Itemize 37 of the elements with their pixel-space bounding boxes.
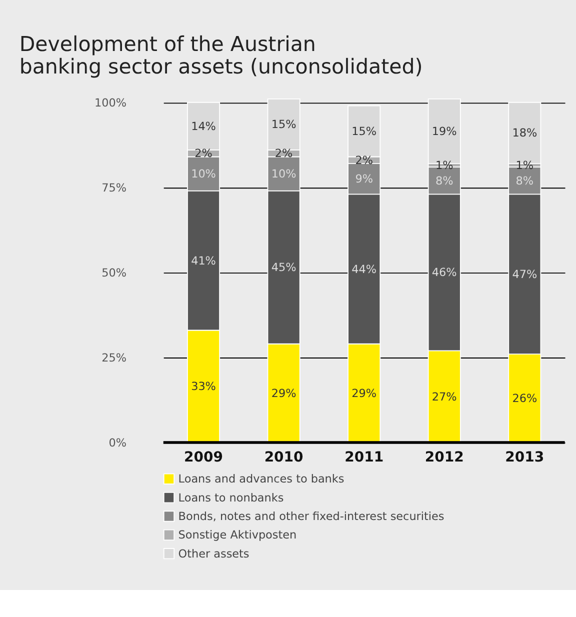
data-label: 29%: [271, 386, 297, 400]
data-label: 41%: [191, 254, 216, 268]
legend-label: Sonstige Aktivposten: [178, 528, 297, 542]
data-label: 19%: [432, 125, 458, 138]
data-label: 10%: [271, 168, 297, 181]
data-label: 15%: [352, 125, 377, 138]
legend-label: Bonds, notes and other fixed-interest securities: [178, 510, 444, 523]
data-label: 44%: [352, 262, 377, 276]
x-tick-label: 2012: [424, 450, 464, 466]
data-label: 9%: [355, 172, 374, 186]
data-label: 46%: [432, 266, 458, 280]
y-tick-label: 75%: [102, 182, 127, 195]
data-label: 29%: [352, 386, 377, 400]
data-label: 27%: [432, 390, 458, 404]
data-label: 8%: [435, 174, 454, 188]
legend-label: Loans to nonbanks: [178, 491, 284, 504]
x-tick-label: 2013: [505, 450, 544, 466]
x-tick-label: 2009: [184, 450, 223, 466]
data-label: 18%: [512, 126, 538, 140]
y-tick-label: 25%: [102, 352, 127, 365]
x-tick-label: 2010: [264, 450, 304, 466]
y-tick-label: 0%: [108, 436, 127, 450]
legend-label: Loans and advances to banks: [178, 472, 344, 486]
data-label: 14%: [191, 120, 216, 133]
y-tick-label: 50%: [102, 266, 127, 280]
x-tick-label: 2011: [344, 450, 384, 466]
data-label: 15%: [271, 118, 297, 132]
y-tick-label: 100%: [94, 96, 127, 110]
data-label: 8%: [516, 174, 534, 188]
data-label: 45%: [271, 261, 297, 274]
chart-title: Development of the Austrian banking sector assets (unconsolidated): [19, 32, 423, 78]
data-label: 33%: [191, 380, 216, 394]
legend-label: Other assets: [178, 547, 250, 560]
data-label: 2%: [355, 154, 374, 167]
data-label: 26%: [512, 392, 538, 406]
data-label: 10%: [191, 168, 216, 181]
data-label: 47%: [512, 268, 538, 281]
